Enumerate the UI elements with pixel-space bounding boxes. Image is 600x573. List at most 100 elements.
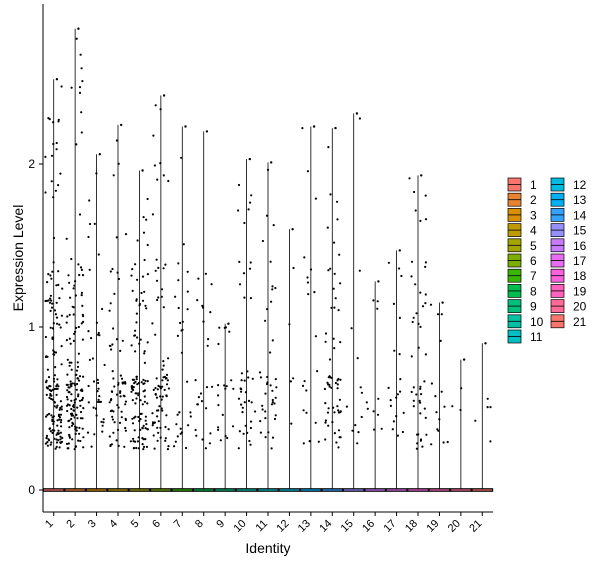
cell-point bbox=[57, 413, 61, 416]
cell-point bbox=[324, 402, 327, 405]
cell-point bbox=[135, 378, 138, 381]
cell-point bbox=[81, 304, 84, 307]
cell-point bbox=[59, 400, 63, 403]
cell-point bbox=[267, 431, 270, 434]
cell-point bbox=[162, 267, 165, 270]
cell-point bbox=[123, 445, 126, 448]
cell-point bbox=[333, 306, 336, 309]
cell-point bbox=[87, 330, 90, 333]
cell-point bbox=[271, 285, 274, 288]
cell-point bbox=[207, 338, 210, 341]
x-tick-label: 4 bbox=[107, 518, 120, 531]
cell-point bbox=[88, 199, 91, 202]
cell-point bbox=[65, 321, 68, 324]
cell-point bbox=[55, 141, 58, 145]
cell-point bbox=[143, 382, 146, 385]
cell-point bbox=[111, 267, 114, 271]
cell-point bbox=[130, 390, 133, 393]
cell-point bbox=[177, 262, 180, 265]
cell-point bbox=[109, 270, 112, 273]
cell-point bbox=[67, 274, 70, 277]
cell-point bbox=[292, 377, 295, 380]
cell-point bbox=[113, 385, 116, 388]
cell-point bbox=[60, 314, 64, 317]
legend-label-8: 8 bbox=[530, 284, 537, 298]
cell-point bbox=[46, 444, 50, 447]
cell-point bbox=[75, 413, 78, 416]
cell-point bbox=[109, 344, 112, 348]
cell-point bbox=[434, 395, 437, 398]
cell-point bbox=[50, 299, 53, 302]
cell-point bbox=[132, 378, 135, 381]
cell-point bbox=[412, 405, 415, 408]
cell-point bbox=[47, 273, 50, 276]
cell-point bbox=[414, 209, 417, 212]
cell-point bbox=[314, 421, 317, 424]
cell-point bbox=[120, 416, 123, 419]
cell-point bbox=[205, 407, 208, 410]
cell-point bbox=[159, 108, 162, 111]
cell-point bbox=[80, 131, 83, 134]
cell-point bbox=[49, 392, 52, 396]
cell-point bbox=[51, 337, 54, 340]
cell-point bbox=[78, 91, 82, 94]
cell-point bbox=[324, 340, 327, 343]
cell-point bbox=[70, 86, 73, 89]
cell-point bbox=[74, 330, 77, 333]
cell-point bbox=[55, 148, 58, 151]
cell-point bbox=[70, 399, 73, 402]
cell-point bbox=[59, 172, 62, 175]
violin-base-8 bbox=[192, 488, 215, 492]
cell-point bbox=[266, 308, 269, 311]
cell-point bbox=[339, 378, 342, 381]
cell-point bbox=[136, 278, 139, 281]
cell-point bbox=[250, 401, 253, 404]
cell-point bbox=[60, 440, 64, 443]
cell-point bbox=[392, 302, 395, 305]
cell-point bbox=[264, 392, 267, 395]
cell-point-max bbox=[184, 125, 187, 128]
legend-label-9: 9 bbox=[530, 300, 537, 314]
cell-point bbox=[221, 413, 224, 416]
cell-point bbox=[59, 413, 63, 416]
cell-point bbox=[54, 189, 58, 192]
cell-point bbox=[327, 424, 330, 427]
x-tick-label: 2 bbox=[64, 518, 77, 531]
cell-point bbox=[136, 239, 139, 242]
cell-point bbox=[72, 409, 75, 412]
legend-label-3: 3 bbox=[530, 208, 537, 222]
cell-point bbox=[60, 425, 63, 428]
cell-point bbox=[78, 213, 82, 216]
cell-point bbox=[243, 296, 246, 299]
violin-base-2 bbox=[64, 488, 87, 492]
cell-point bbox=[160, 288, 164, 291]
violin-base-4 bbox=[107, 488, 129, 492]
cell-point bbox=[55, 301, 58, 304]
cell-point bbox=[254, 410, 257, 413]
cell-point-max bbox=[205, 130, 209, 133]
cell-point bbox=[102, 421, 105, 424]
cell-point bbox=[328, 385, 331, 388]
cell-point bbox=[45, 434, 49, 437]
cell-point bbox=[124, 403, 127, 406]
cell-point bbox=[68, 361, 71, 364]
cell-point bbox=[244, 391, 247, 394]
cell-point bbox=[80, 399, 84, 402]
cell-point bbox=[240, 372, 243, 375]
cell-point bbox=[336, 218, 339, 221]
cell-point bbox=[70, 257, 73, 261]
cell-point bbox=[430, 382, 433, 385]
cell-point bbox=[55, 316, 59, 319]
cell-point bbox=[412, 316, 415, 319]
cell-point bbox=[162, 306, 165, 309]
cell-point bbox=[327, 146, 330, 149]
cell-point bbox=[156, 426, 159, 429]
cell-point bbox=[241, 406, 244, 409]
cell-point bbox=[271, 339, 274, 342]
cell-point bbox=[167, 428, 170, 431]
cell-point bbox=[157, 296, 160, 299]
cell-point bbox=[146, 243, 149, 247]
cell-point bbox=[329, 267, 332, 270]
cell-point bbox=[72, 287, 75, 290]
